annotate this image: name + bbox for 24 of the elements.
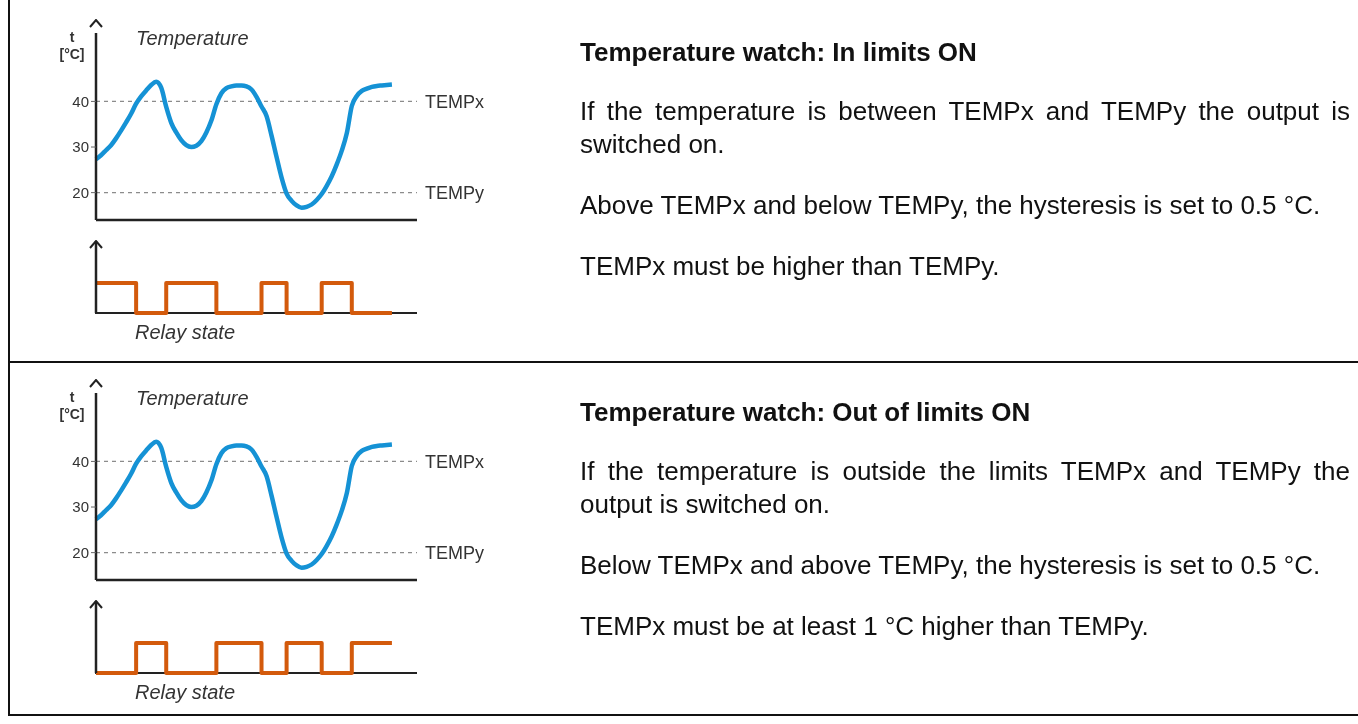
- text: If the temperature is between TEMPx and TEMPy the output is switched on.: [580, 95, 1350, 161]
- ref-line-label: TEMPy: [425, 183, 485, 204]
- text: TEMPx must be at least 1 °C higher than TEMPy.: [580, 610, 1150, 643]
- y-tick-label: 20: [72, 183, 89, 201]
- text: If the temperature is outside the limits TEMPx and TEMPy the output is switched on.: [580, 455, 1350, 521]
- x-axis-title: Relay state: [135, 681, 236, 704]
- text: Temperature watch: Out of limits ON: [580, 396, 1032, 429]
- ref-line-label: TEMPx: [425, 451, 485, 472]
- y-tick-label: 30: [72, 498, 89, 516]
- ref-line-label: TEMPy: [425, 543, 485, 564]
- y-axis-title: t [°C]: [58, 29, 86, 63]
- text: Temperature watch: In limits ON: [580, 36, 978, 69]
- text: TEMPx must be higher than TEMPy.: [580, 250, 1001, 283]
- y-tick-label: 30: [72, 138, 89, 156]
- y-tick-label: 40: [72, 452, 89, 470]
- chart-title: Temperature: [136, 27, 249, 50]
- x-axis-title: Relay state: [135, 321, 236, 344]
- text: Below TEMPx and above TEMPy, the hysteresis is set to 0.5 °C.: [580, 549, 1322, 582]
- chart-title: Temperature: [136, 387, 249, 410]
- text: Above TEMPx and below TEMPy, the hysteresis is set to 0.5 °C.: [580, 189, 1322, 222]
- ref-line-label: TEMPx: [425, 91, 485, 112]
- y-tick-label: 20: [72, 543, 89, 561]
- y-tick-label: 40: [72, 92, 89, 110]
- y-axis-title: t [°C]: [58, 389, 86, 423]
